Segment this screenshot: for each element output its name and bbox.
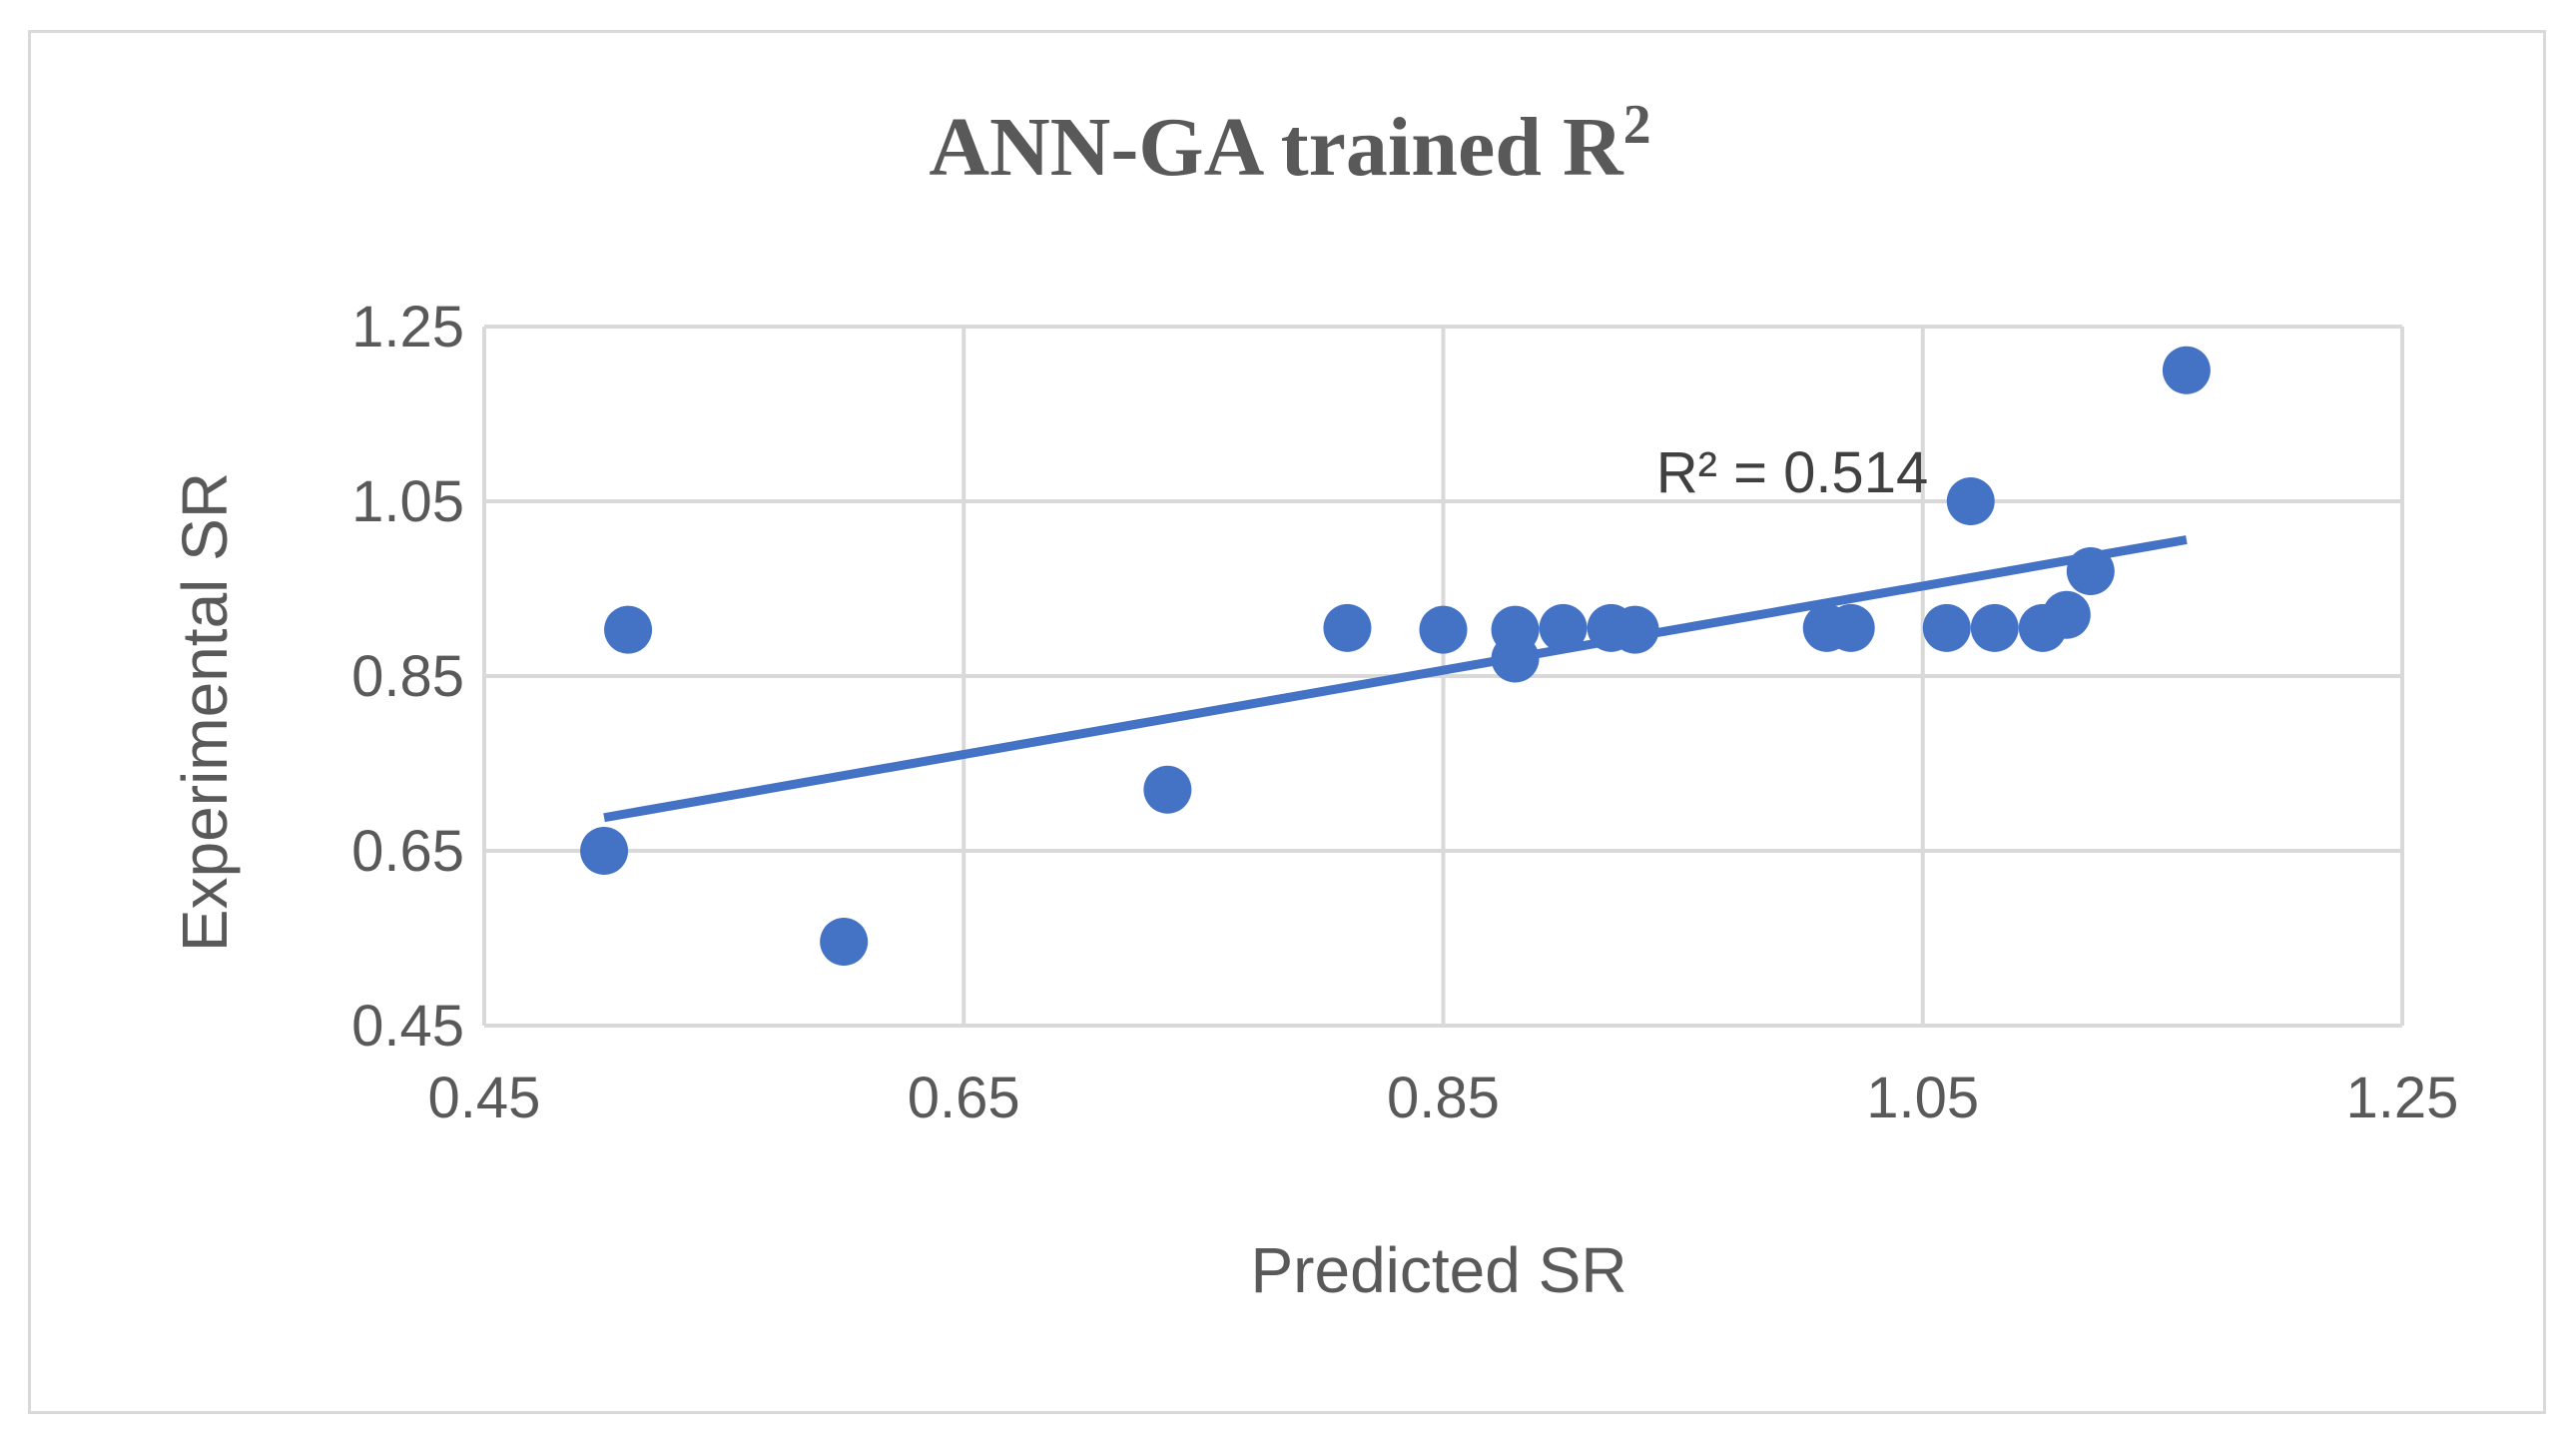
- data-point: [1539, 603, 1588, 652]
- data-point: [1922, 603, 1971, 652]
- chart-frame: 0.45 0.65 0.85 1.05 1.25 0.45 0.65 0.85 1.05 1.25…: [28, 30, 2546, 1414]
- chart-title-superscript: 2: [1623, 94, 1651, 156]
- data-point: [1323, 603, 1372, 652]
- r-squared-label: R² = 0.514: [1656, 440, 1928, 505]
- y-tick-label: 0.45: [351, 994, 464, 1059]
- y-axis-title: Experimental SR: [169, 472, 241, 952]
- data-point: [604, 605, 653, 654]
- x-tick-label: 0.45: [428, 1066, 541, 1130]
- x-tick-label: 1.25: [2346, 1066, 2459, 1130]
- data-point: [1826, 603, 1875, 652]
- data-point: [2042, 590, 2091, 639]
- x-axis-title: Predicted SR: [1250, 1234, 1626, 1306]
- data-point: [1946, 477, 1995, 525]
- y-tick-label: 0.85: [351, 644, 464, 709]
- data-point: [1610, 605, 1659, 654]
- chart-title-main: ANN-GA trained R: [929, 101, 1624, 194]
- data-point: [1970, 603, 2019, 652]
- data-point: [1419, 605, 1468, 654]
- x-tick-label: 1.05: [1866, 1066, 1979, 1130]
- data-point: [2162, 346, 2211, 394]
- labels-layer: 0.45 0.65 0.85 1.05 1.25 0.45 0.65 0.85 1.05 1.25: [351, 295, 2458, 1130]
- chart-title: ANN-GA trained R2: [929, 94, 1650, 194]
- y-tick-label: 1.25: [351, 295, 464, 360]
- data-point: [580, 827, 629, 875]
- x-tick-label: 0.85: [1387, 1066, 1500, 1130]
- data-point: [2066, 547, 2115, 595]
- trendline-layer: [603, 535, 2188, 823]
- data-point: [1143, 765, 1192, 814]
- trendline: [603, 535, 2188, 823]
- x-tick-label: 0.65: [908, 1066, 1020, 1130]
- data-point: [1491, 634, 1540, 683]
- y-tick-label: 0.65: [351, 819, 464, 884]
- data-point: [820, 918, 869, 966]
- data-points-layer: [580, 346, 2211, 966]
- y-tick-label: 1.05: [351, 469, 464, 534]
- scatter-chart: 0.45 0.65 0.85 1.05 1.25 0.45 0.65 0.85 1.05 1.25…: [169, 94, 2458, 1306]
- grid-layer: [482, 325, 2404, 1028]
